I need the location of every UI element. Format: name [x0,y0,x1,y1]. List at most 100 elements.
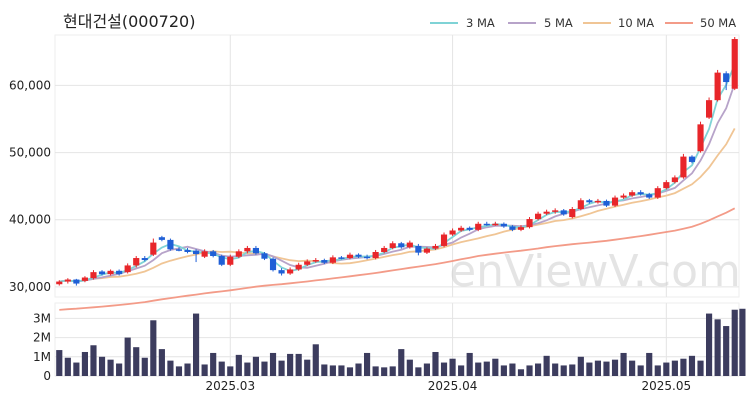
candle-body [509,226,516,230]
volume-bar [167,360,174,376]
volume-bar [175,366,183,376]
candle-body [466,227,473,230]
volume-bar [415,367,422,376]
volume-bar [355,363,362,376]
candle-body [64,279,71,282]
candle-body [73,279,80,284]
volume-bar [73,362,80,376]
candle-body [680,156,687,178]
ma50-line [59,207,736,311]
volume-bar [56,350,63,376]
volume-bar [389,366,396,376]
volume-bar [218,361,225,376]
volume-bar [509,363,516,376]
candle-body [201,251,208,257]
volume-bar [517,369,525,376]
volume-tick-label: 3M [33,311,51,325]
candle-body [586,200,593,203]
volume-bar [466,352,473,376]
volume-bar [458,365,465,376]
volume-bar [269,352,277,376]
volume-bar [329,365,336,376]
candle-body [663,182,670,189]
volume-bar [133,347,140,376]
candle-body [723,73,730,83]
candle-body [398,243,405,248]
candle-body [372,251,379,259]
volume-bar [158,349,165,376]
candle-body [56,281,63,285]
candle-body [449,230,456,235]
candle-body [167,239,174,250]
candle-body [175,249,183,251]
volume-bar [116,363,123,376]
price-tick-label: 40,000 [9,213,51,227]
volume-bar [603,361,610,376]
candle-body [355,254,362,257]
candle-body [287,269,294,274]
volume-bar [338,365,345,376]
volume-bar [432,351,439,376]
volume-bar [569,364,576,376]
candle-body [603,200,610,206]
volume-tick-label: 0 [43,369,51,383]
legend-label-ma50: 50 MA [700,16,736,30]
volume-series [56,308,746,376]
date-tick-label: 2025.04 [428,379,478,393]
volume-axis: 0 1M 2M 3M [33,311,51,383]
candle-body [192,250,200,255]
date-tick-label: 2025.03 [205,379,255,393]
volume-bar [620,352,627,376]
volume-bar [492,358,499,376]
volume-bar [227,366,234,376]
legend-label-ma5: 5 MA [544,16,573,30]
volume-bar [346,367,354,376]
volume-bar [210,352,217,376]
candle-body [423,248,431,253]
candle-body [654,188,661,198]
candle-body [184,249,191,252]
volume-bar [312,344,319,376]
volume-bar [449,358,456,376]
legend-label-ma3: 3 MA [466,16,495,30]
candle-body [304,261,311,265]
candle-body [321,260,328,263]
volume-bar [235,354,242,376]
volume-bar [560,365,567,376]
candle-body [218,256,225,265]
volume-bar [406,359,413,376]
volume-bar [192,313,200,376]
legend-item-ma3: 3 MA [430,16,495,30]
volume-bar [423,363,431,376]
legend: 3 MA 5 MA 10 MA 50 MA [430,16,736,30]
volume-bar [663,362,670,376]
volume-bar [261,361,268,376]
candle-body [150,242,157,255]
volume-bar [64,357,71,376]
volume-bar [107,359,114,376]
candle-body [688,156,696,162]
volume-bar [731,309,738,376]
volume-bar [304,359,311,376]
candle-body [346,254,354,259]
volume-bar [124,337,131,376]
volume-tick-label: 2M [33,331,51,345]
volume-bar [577,356,584,376]
ma10-line [59,127,736,283]
volume-bar [534,363,542,376]
price-tick-label: 60,000 [9,78,51,92]
candle-body [671,177,678,183]
candle-body [517,227,525,230]
candlestick-series [56,37,738,286]
candle-body [483,223,490,226]
price-tick-label: 50,000 [9,146,51,160]
candle-body [107,270,114,275]
candle-body [227,256,234,265]
volume-bar [201,364,208,376]
volume-panel [54,302,740,377]
candle-body [98,271,106,275]
volume-bar [252,356,260,376]
volume-bar [739,308,746,376]
price-panel [54,34,740,298]
volume-bar [526,365,533,376]
